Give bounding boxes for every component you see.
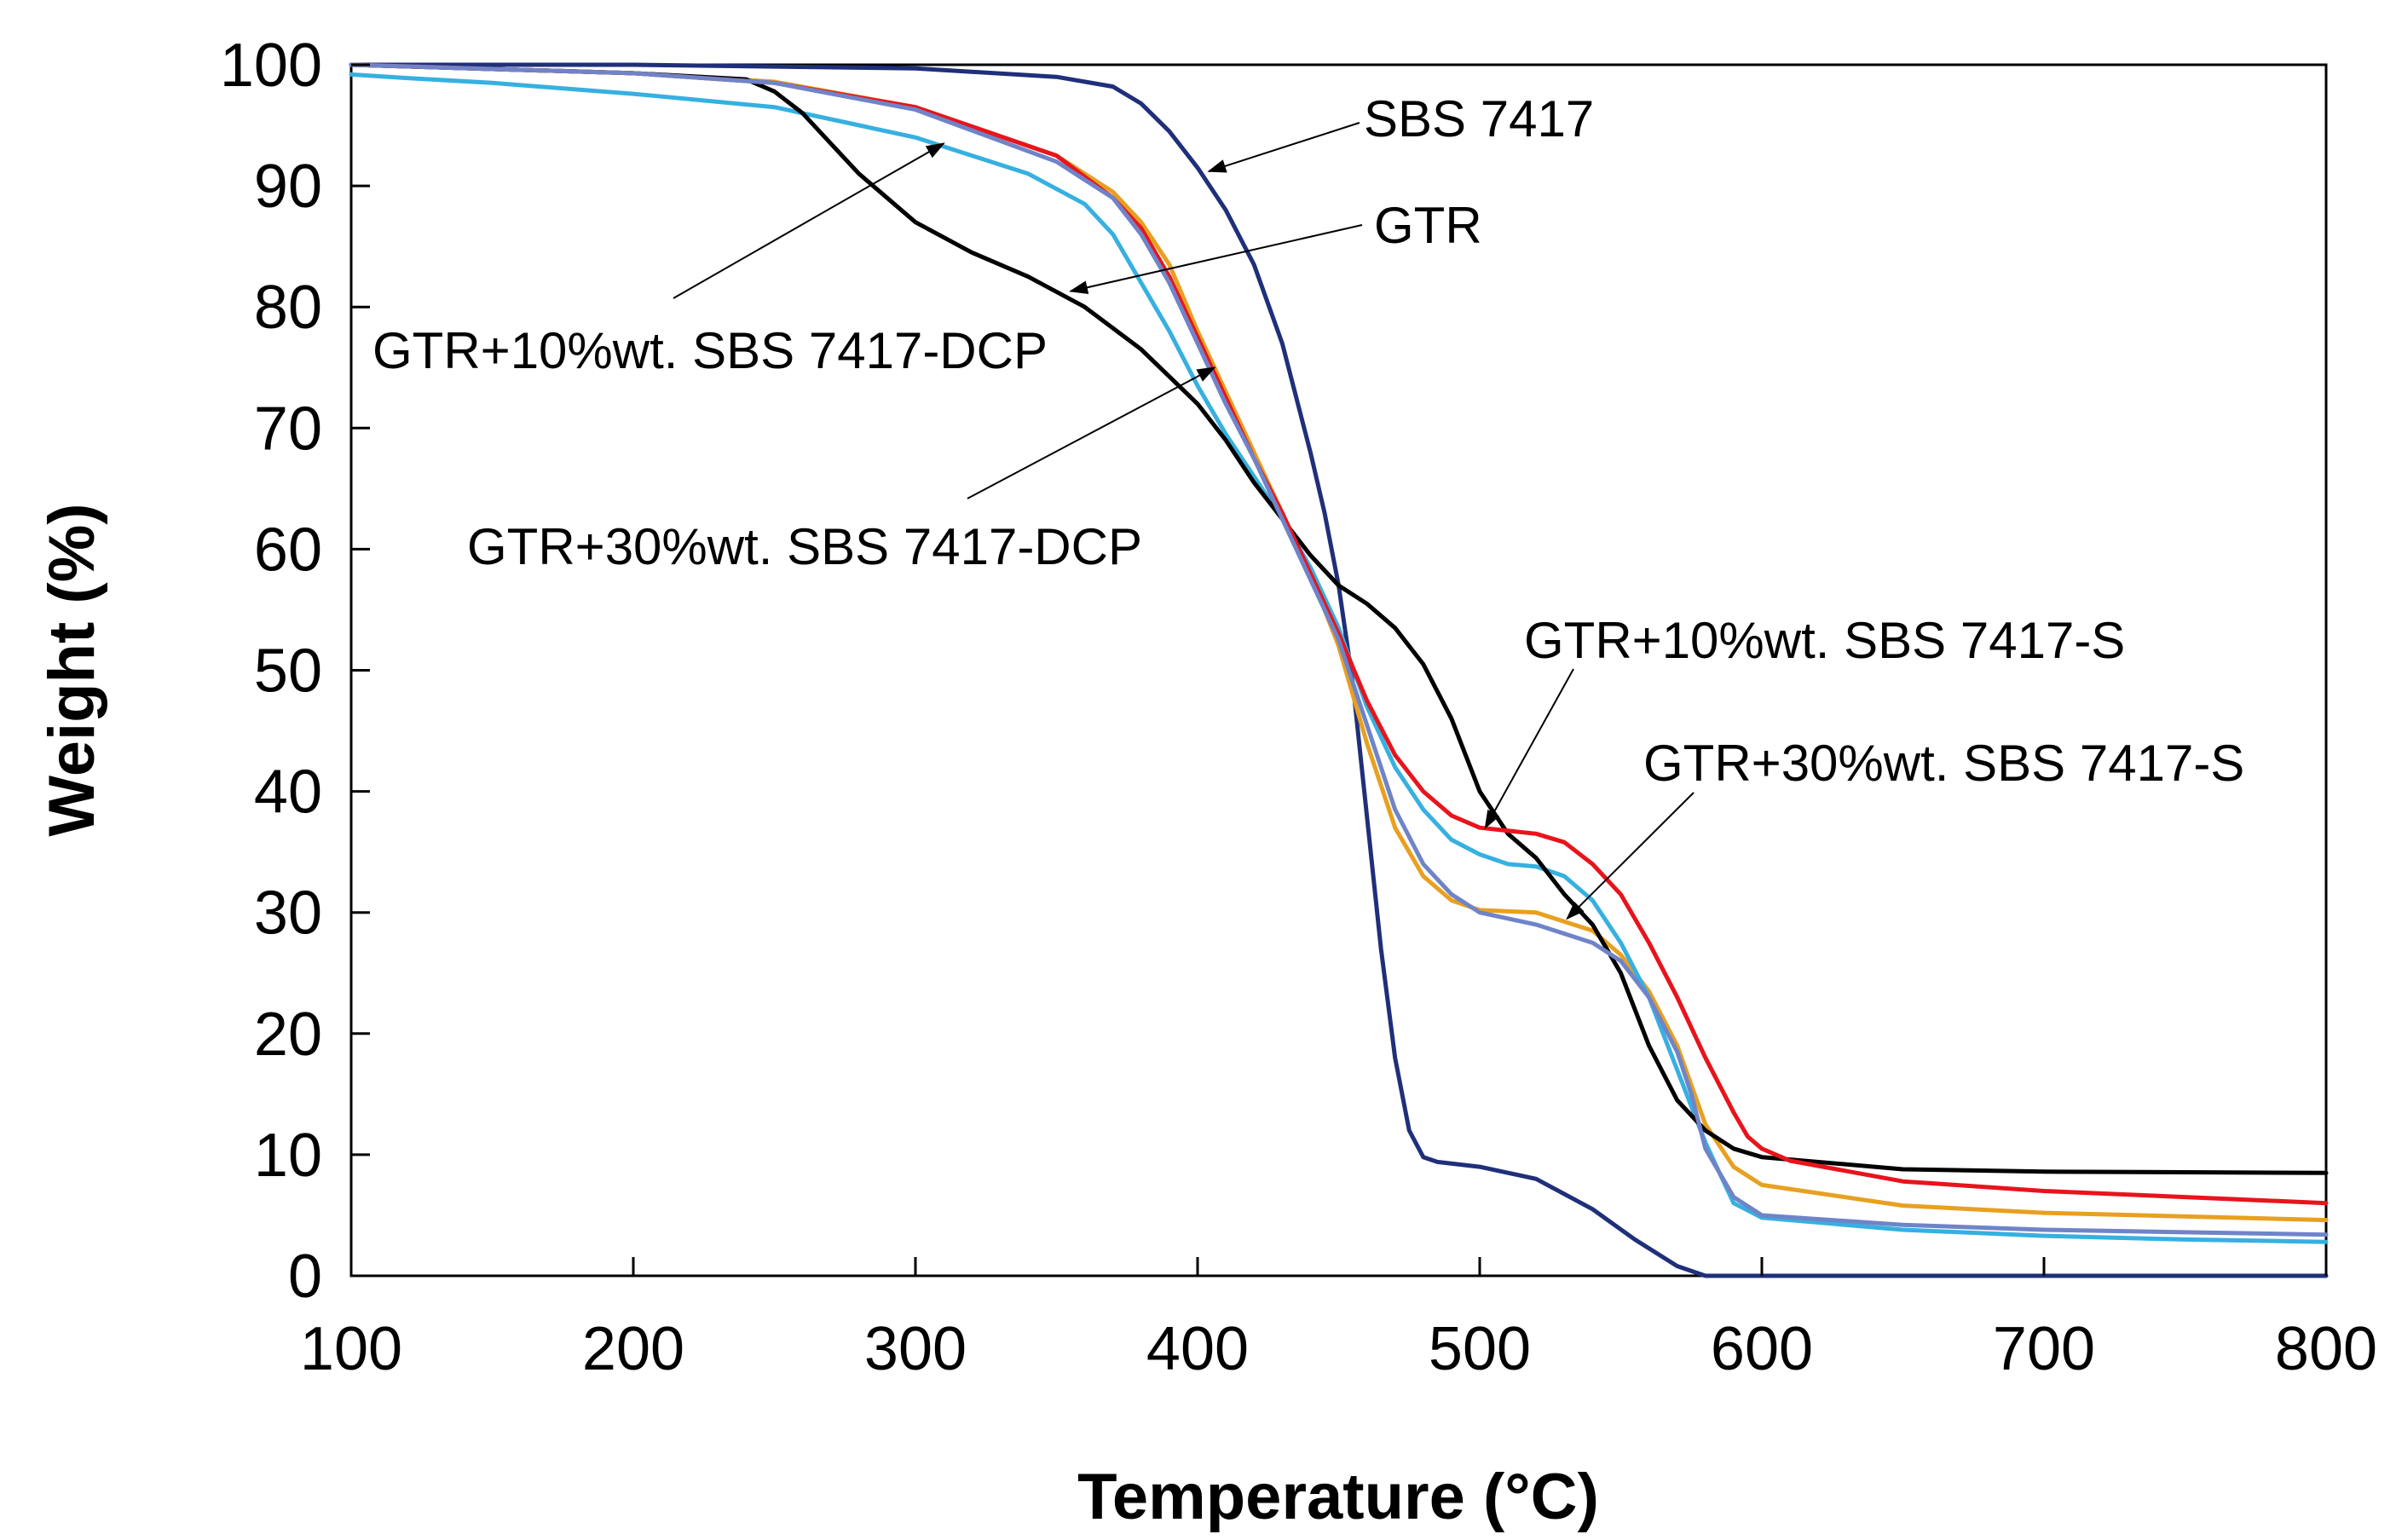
y-tick-label: 100 bbox=[220, 32, 322, 100]
y-tick-label: 60 bbox=[254, 516, 322, 584]
annotation-arrows bbox=[673, 122, 1695, 920]
annotation-sbs7417: SBS 7417 bbox=[1364, 90, 1594, 147]
x-tick-label: 500 bbox=[1429, 1315, 1531, 1383]
y-tick-label: 90 bbox=[254, 153, 322, 221]
annotation-arrow bbox=[1566, 792, 1695, 920]
annotation-gtr-30-s: GTR+30%wt. SBS 7417-S bbox=[1643, 735, 2244, 792]
x-axis-title: Temperature (°C) bbox=[1077, 1461, 1599, 1533]
y-tick-label: 30 bbox=[254, 880, 322, 948]
y-axis-title: Weight (%) bbox=[36, 503, 108, 836]
y-axis-ticks: 0 10 20 30 40 50 60 70 80 90 100 bbox=[220, 32, 370, 1311]
y-tick-label: 10 bbox=[254, 1122, 322, 1190]
y-tick-label: 40 bbox=[254, 758, 322, 827]
annotation-gtr-30-dcp: GTR+30%wt. SBS 7417-DCP bbox=[467, 518, 1142, 575]
x-axis-ticks: 100 200 300 400 500 600 700 800 bbox=[300, 1257, 2377, 1383]
annotation-arrow bbox=[673, 142, 945, 299]
x-tick-label: 300 bbox=[864, 1315, 967, 1383]
x-tick-label: 600 bbox=[1711, 1315, 1813, 1383]
x-tick-label: 200 bbox=[582, 1315, 684, 1383]
y-tick-label: 70 bbox=[254, 395, 322, 463]
plot-area bbox=[349, 63, 2328, 1278]
y-tick-label: 80 bbox=[254, 274, 322, 342]
annotation-arrow bbox=[1207, 122, 1360, 173]
y-tick-label: 0 bbox=[288, 1243, 322, 1311]
x-tick-label: 400 bbox=[1146, 1315, 1249, 1383]
annotation-gtr: GTR bbox=[1374, 197, 1482, 254]
x-tick-label: 800 bbox=[2275, 1315, 2377, 1383]
x-tick-label: 100 bbox=[300, 1315, 402, 1383]
annotation-arrow bbox=[967, 366, 1216, 499]
annotation-arrow bbox=[1069, 224, 1363, 295]
series-line-3 bbox=[349, 62, 2329, 1175]
series-line-5 bbox=[349, 62, 2329, 1237]
annotation-gtr-10-dcp: GTR+10%wt. SBS 7417-DCP bbox=[372, 322, 1048, 379]
x-tick-label: 700 bbox=[1993, 1315, 2095, 1383]
annotation-gtr-10-s: GTR+10%wt. SBS 7417-S bbox=[1524, 612, 2125, 669]
y-tick-label: 50 bbox=[254, 637, 322, 706]
y-tick-label: 20 bbox=[254, 1001, 322, 1069]
annotation-arrow bbox=[1484, 668, 1574, 829]
